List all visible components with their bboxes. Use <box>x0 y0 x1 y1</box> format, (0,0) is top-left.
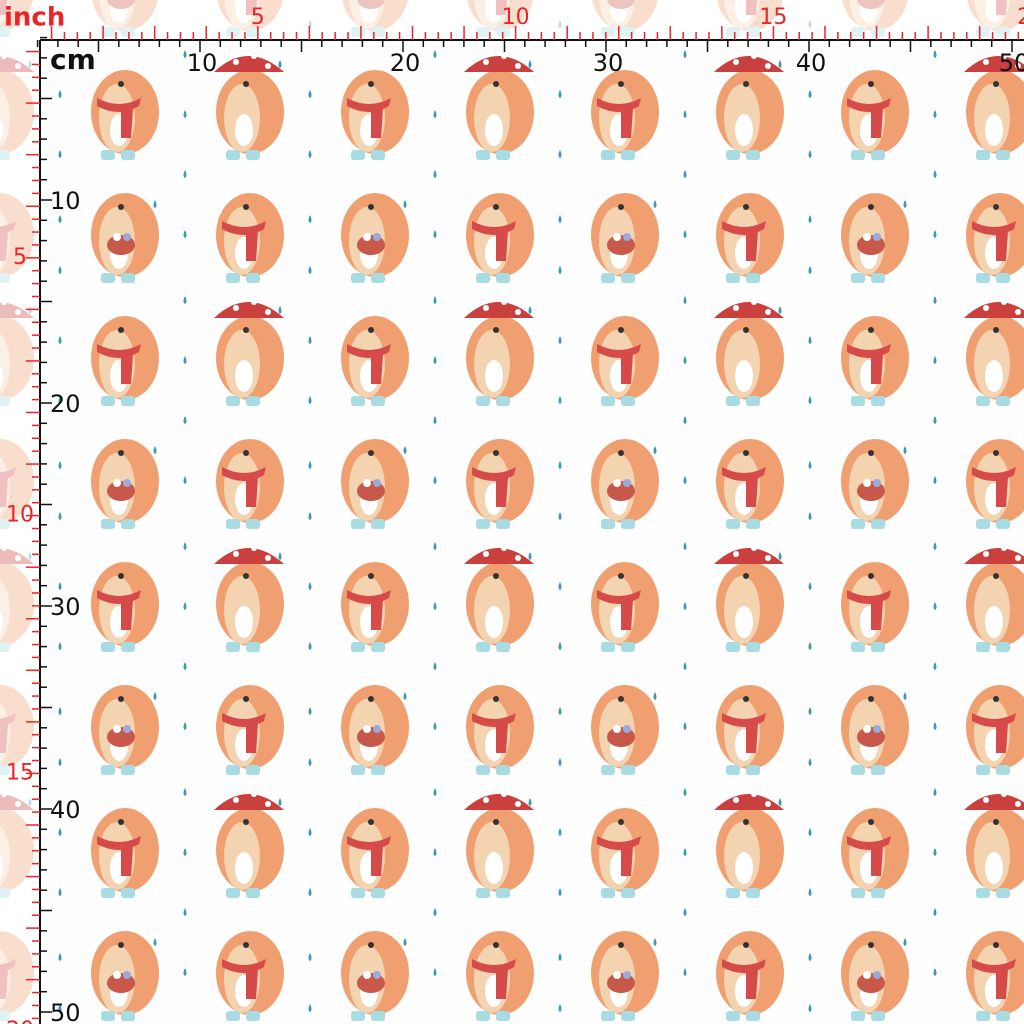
left-inch-label: 20 <box>6 1018 34 1024</box>
top-cm-label: 30 <box>593 49 624 77</box>
top-cm-label: 10 <box>187 49 218 77</box>
left-inch-label: 5 <box>13 245 27 270</box>
left-inch-label: 10 <box>6 503 34 528</box>
top-cm-label: 50 <box>999 49 1024 77</box>
left-cm-label: 50 <box>50 999 81 1024</box>
left-cm-label: 10 <box>50 187 81 215</box>
inch-unit-label: inch <box>4 3 65 33</box>
top-inch-label: 5 <box>251 5 265 30</box>
cm-unit-label: cm <box>50 43 96 76</box>
left-cm-label: 20 <box>50 390 81 418</box>
top-cm-label: 20 <box>390 49 421 77</box>
ruler-left-band <box>0 40 40 1024</box>
top-inch-label: 20 <box>1017 5 1024 30</box>
top-cm-label: 40 <box>796 49 827 77</box>
ruler-ticks <box>26 26 1020 1020</box>
left-cm-label: 30 <box>50 593 81 621</box>
left-cm-label: 40 <box>50 796 81 824</box>
top-inch-label: 10 <box>502 5 530 30</box>
top-inch-label: 15 <box>759 5 787 30</box>
ruler-top-band <box>0 0 1024 40</box>
left-inch-label: 15 <box>6 760 34 785</box>
